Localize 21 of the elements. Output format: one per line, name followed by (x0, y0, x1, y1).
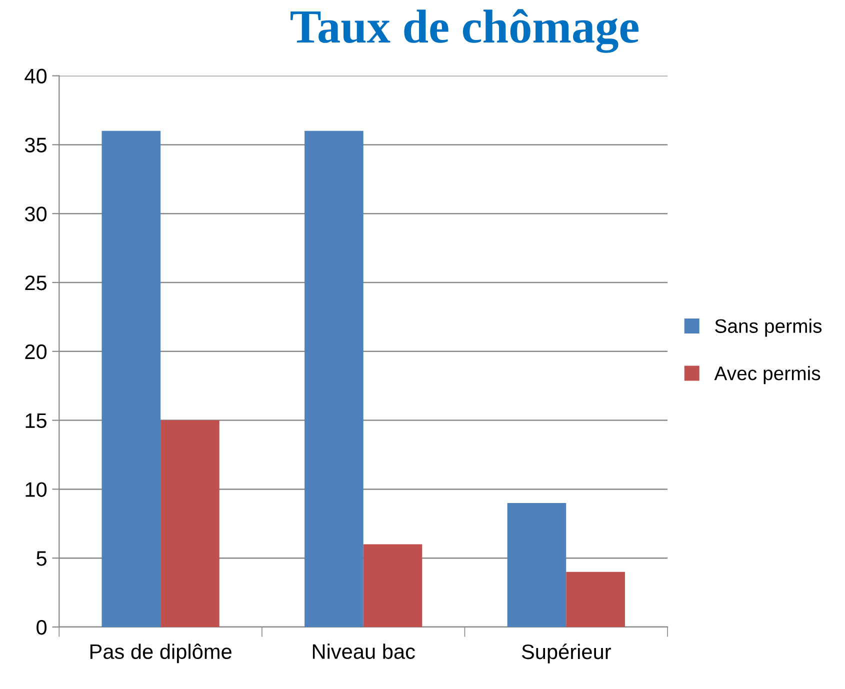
chart-title: Taux de chômage (290, 9, 638, 53)
legend-label: Avec permis (714, 366, 820, 384)
y-tick-label: 10 (26, 482, 47, 497)
bar (566, 572, 625, 627)
y-tick-label: 25 (25, 275, 46, 290)
x-tick-label: Supérieur (522, 644, 611, 664)
y-tick-label: 15 (26, 414, 46, 428)
y-tick-label: 20 (25, 344, 47, 360)
bar (363, 544, 422, 627)
bar (160, 420, 220, 627)
x-tick-label: Pas de diplôme (90, 644, 232, 664)
bar (102, 130, 161, 627)
x-tick-label: Niveau bac (312, 644, 415, 659)
y-tick-label: 40 (24, 68, 47, 84)
y-tick-label: 5 (36, 551, 46, 566)
y-tick-label: 35 (24, 138, 46, 152)
bar (507, 502, 566, 627)
bar (304, 130, 364, 627)
y-tick-label: 0 (36, 620, 47, 635)
y-tick-label: 30 (24, 206, 47, 222)
legend-label: Sans permis (715, 318, 822, 337)
